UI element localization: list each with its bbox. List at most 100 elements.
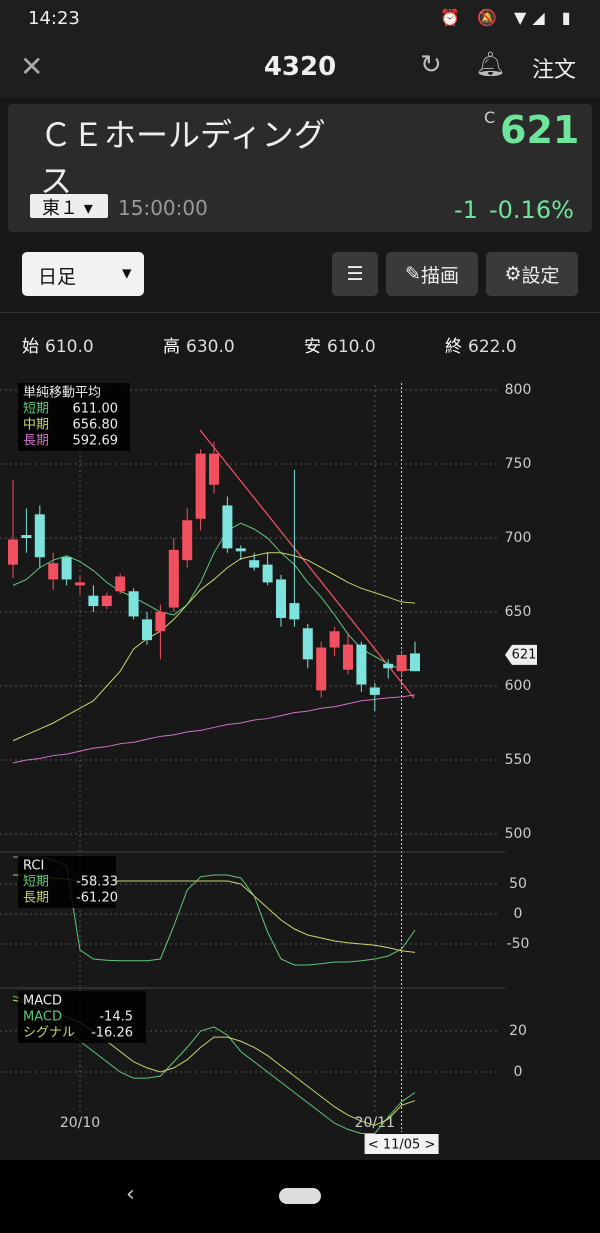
y-tick-label: 700 xyxy=(505,530,532,546)
ohlc-item: 高 630.0 xyxy=(163,332,241,357)
period-select[interactable]: 日足 ▾ xyxy=(22,252,144,296)
indicator-button[interactable]: ☰ xyxy=(332,252,378,296)
period: 日足 xyxy=(38,266,77,288)
legend-name: 長期 xyxy=(23,891,49,906)
back-button[interactable]: ‹ xyxy=(126,1182,135,1207)
price-tag xyxy=(505,644,537,665)
candle-body xyxy=(142,619,152,641)
x-tick-label: 20/11 xyxy=(355,1115,395,1131)
candle-body xyxy=(262,564,273,583)
indicator-line xyxy=(12,552,416,742)
candle-body xyxy=(329,631,340,648)
y-tick-label: 0 xyxy=(514,906,523,922)
y-tick-label: 0 xyxy=(514,1064,523,1080)
ohlc-value: 610.0 xyxy=(45,337,94,357)
change-pct: -0.16% xyxy=(489,196,574,224)
candle-body xyxy=(115,576,126,592)
legend-name: 中期 xyxy=(23,418,49,433)
stock-name: ス xyxy=(40,162,73,200)
ohlc-item: 始 610.0 xyxy=(22,332,100,357)
legend-box xyxy=(18,856,116,908)
ohlc-value: 622.0 xyxy=(468,337,517,357)
ohlc-row: 始 610.0 高 630.0 安 610.0 終 622.0 xyxy=(0,332,600,357)
quote-card: ＣＥホールディング ス 東１ ▾ 15:00:00 C 621 -1 -0.16… xyxy=(8,104,592,232)
home-button[interactable] xyxy=(279,1188,321,1204)
draw-button[interactable]: ✎ 描画 xyxy=(386,252,478,296)
legend-value: -14.5 xyxy=(99,1010,133,1025)
legend-name: 短期 xyxy=(23,402,49,417)
candle-body xyxy=(21,535,32,538)
settings-label: 設定 xyxy=(521,264,560,287)
legend-value: -58.33 xyxy=(76,875,118,890)
legend-value: -61.20 xyxy=(76,891,118,906)
y-tick-label: 20 xyxy=(509,1023,527,1039)
legend-title: RCI xyxy=(23,859,44,874)
market: 東１ xyxy=(42,198,78,219)
stock-name: ＣＥホールディング xyxy=(40,116,326,154)
draw-label: 描画 xyxy=(420,264,459,287)
legend-value: 656.80 xyxy=(73,418,119,433)
legend-name: シグナル xyxy=(23,1026,75,1041)
ohlc-label: 始 xyxy=(22,337,39,357)
market-select[interactable]: 東１ ▾ xyxy=(30,194,108,219)
ohlc-value: 630.0 xyxy=(186,337,235,357)
legend-name: 長期 xyxy=(23,434,49,449)
candle-body xyxy=(8,539,18,565)
y-tick-label: 50 xyxy=(509,876,527,892)
y-tick-label: 650 xyxy=(505,604,532,620)
y-tick-label: 800 xyxy=(505,382,532,398)
candle-body xyxy=(48,563,59,580)
candle-body xyxy=(396,654,407,672)
candle-body xyxy=(222,505,233,549)
price: 621 xyxy=(500,108,580,152)
legend-value: 611.00 xyxy=(73,402,119,417)
alert-button[interactable]: 🔔︎ xyxy=(475,50,506,78)
candle-body xyxy=(88,595,99,607)
candle-body xyxy=(249,560,260,568)
legend-title: 単純移動平均 xyxy=(23,385,101,401)
status-icons: ⏰ 🔕 ▼◢ ▮ xyxy=(440,8,577,27)
ohlc-label: 終 xyxy=(445,337,462,357)
nav-title: 4320 xyxy=(263,52,337,82)
legend-box xyxy=(18,383,130,451)
candle-body xyxy=(316,647,327,691)
price-tag-label: 621 xyxy=(512,647,537,662)
close-button[interactable]: ✕ xyxy=(20,50,44,83)
y-tick-label: 500 xyxy=(505,826,532,842)
y-tick-label: 550 xyxy=(505,752,532,768)
candle-body xyxy=(155,612,166,632)
candle-body xyxy=(168,549,179,608)
candle-body xyxy=(276,579,286,618)
candle-body xyxy=(369,687,380,695)
candle-body xyxy=(356,644,367,685)
ohlc-label: 安 xyxy=(304,337,321,357)
order-button[interactable]: 注文 xyxy=(532,58,577,83)
settings-button[interactable]: ⚙ 設定 xyxy=(486,252,578,296)
candle-body xyxy=(75,582,85,586)
status-bar: 14:23 ⏰ 🔕 ▼◢ ▮ xyxy=(0,0,600,38)
candle-body xyxy=(343,644,353,670)
cursor-label: < 11/05 > xyxy=(368,1138,436,1153)
candle-body xyxy=(195,453,206,519)
ohlc-item: 安 610.0 xyxy=(304,332,382,357)
candle-body xyxy=(101,595,112,607)
price-flag: C xyxy=(484,108,496,127)
refresh-button[interactable]: ↻ xyxy=(420,50,442,80)
ohlc-value: 610.0 xyxy=(327,337,376,357)
candle-body xyxy=(289,603,300,620)
candle-body xyxy=(383,663,394,669)
legend-name: 短期 xyxy=(23,875,49,890)
divider xyxy=(0,312,600,313)
candle-body xyxy=(209,453,219,485)
y-tick-label: 750 xyxy=(505,456,532,472)
system-nav: ‹ xyxy=(0,1160,600,1233)
candle-body xyxy=(302,628,313,660)
trend-line xyxy=(199,429,415,699)
legend-value: 592.69 xyxy=(73,434,119,449)
candle-body xyxy=(34,514,45,558)
candle-body xyxy=(235,548,246,552)
ohlc-item: 終 622.0 xyxy=(445,332,523,357)
legend-title: MACD xyxy=(23,994,62,1009)
change: -1 xyxy=(454,196,478,224)
